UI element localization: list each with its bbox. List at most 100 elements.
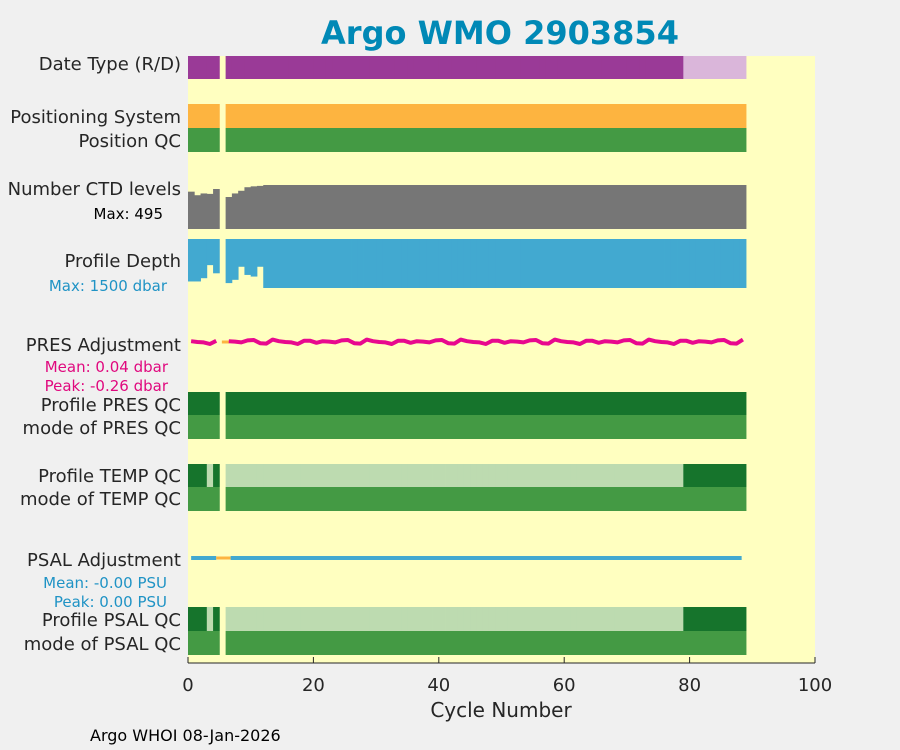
mode-pres-qc-bar	[300, 415, 308, 439]
profile-psal-qc-bar	[520, 607, 527, 631]
mode-psal-qc-bar	[570, 631, 578, 655]
profile-temp-qc-bar	[507, 464, 515, 487]
profile-depth-bar	[620, 239, 628, 288]
number-ctd-levels-bar	[238, 190, 245, 229]
profile-depth-bar	[689, 239, 697, 288]
profile-psal-qc-bar	[526, 607, 534, 631]
mode-psal-qc-bar	[476, 631, 484, 655]
profile-psal-qc-bar	[583, 607, 590, 631]
date-type-bar	[495, 56, 502, 79]
number-ctd-levels-bar	[407, 185, 415, 229]
mode-pres-qc-bar	[539, 415, 546, 439]
date-type-bar	[551, 56, 559, 79]
mode-pres-qc-bar	[557, 415, 565, 439]
profile-pres-qc-bar	[470, 392, 477, 415]
date-type-bar	[426, 56, 433, 79]
mode-psal-qc-bar	[300, 631, 308, 655]
mode-pres-qc-bar	[413, 415, 421, 439]
mode-pres-qc-bar	[545, 415, 553, 439]
mode-temp-qc-bar	[300, 487, 308, 511]
position-qc-bar	[313, 128, 321, 152]
mode-psal-qc-bar	[495, 631, 502, 655]
mode-temp-qc-bar	[294, 487, 302, 511]
profile-pres-qc-bar	[413, 392, 421, 415]
profile-depth-bar	[213, 239, 220, 274]
mode-psal-qc-bar	[457, 631, 465, 655]
mode-psal-qc-bar	[407, 631, 415, 655]
profile-pres-qc-bar	[394, 392, 402, 415]
profile-depth-bar	[727, 239, 734, 288]
positioning-system-bar	[213, 104, 220, 128]
mode-psal-qc-bar	[683, 631, 690, 655]
positioning-system-bar	[488, 104, 496, 128]
number-ctd-levels-bar	[702, 185, 709, 229]
mode-temp-qc-bar	[526, 487, 534, 511]
date-type-bar	[407, 56, 415, 79]
mode-psal-qc-bar	[589, 631, 596, 655]
mode-temp-qc-bar	[476, 487, 484, 511]
profile-depth-bar	[557, 239, 565, 288]
profile-temp-qc-bar	[589, 464, 596, 487]
profile-temp-qc-bar	[382, 464, 390, 487]
date-type-bar	[689, 56, 697, 79]
position-qc-bar	[256, 128, 264, 152]
mode-temp-qc-bar	[664, 487, 672, 511]
profile-psal-qc-bar	[639, 607, 647, 631]
mode-psal-qc-bar	[633, 631, 640, 655]
mode-temp-qc-bar	[545, 487, 553, 511]
date-type-bar	[213, 56, 220, 79]
mode-pres-qc-bar	[445, 415, 452, 439]
mode-pres-qc-bar	[457, 415, 465, 439]
mode-pres-qc-bar	[470, 415, 477, 439]
profile-temp-qc-label: Profile TEMP QC	[38, 466, 181, 487]
profile-temp-qc-bar	[557, 464, 565, 487]
profile-depth-bar	[476, 239, 484, 288]
mode-psal-qc-bar	[714, 631, 722, 655]
mode-pres-qc-bar	[658, 415, 665, 439]
profile-depth-bar	[470, 239, 477, 288]
position-qc-label: Position QC	[78, 131, 181, 152]
number-ctd-levels-bar	[451, 185, 459, 229]
profile-temp-qc-bar	[664, 464, 672, 487]
mode-pres-qc-bar	[401, 415, 408, 439]
number-ctd-levels-bar	[608, 185, 615, 229]
profile-depth-bar	[307, 239, 314, 288]
profile-temp-qc-bar	[608, 464, 615, 487]
profile-pres-qc-bar	[683, 392, 690, 415]
profile-temp-qc-bar	[357, 464, 364, 487]
mode-pres-qc-bar	[344, 415, 352, 439]
date-type-bar	[589, 56, 596, 79]
mode-temp-qc-bar	[557, 487, 565, 511]
profile-depth-bar	[539, 239, 546, 288]
number-ctd-levels-bar	[256, 185, 264, 229]
x-axis-label: Cycle Number	[430, 698, 572, 722]
mode-pres-qc-bar	[351, 415, 358, 439]
profile-temp-qc-bar	[689, 464, 697, 487]
profile-psal-qc-bar	[244, 607, 252, 631]
number-ctd-levels-bar	[664, 185, 672, 229]
number-ctd-levels-bar	[419, 185, 427, 229]
position-qc-bar	[213, 128, 220, 152]
number-ctd-levels-bar	[645, 185, 653, 229]
mode-psal-qc-bar	[539, 631, 546, 655]
profile-temp-qc-bar	[727, 464, 734, 487]
mode-pres-qc-bar	[570, 415, 578, 439]
profile-psal-qc-label: Profile PSAL QC	[42, 610, 181, 631]
mode-temp-qc-bar	[520, 487, 527, 511]
number-ctd-levels-bar	[294, 185, 302, 229]
mode-temp-qc-bar	[426, 487, 433, 511]
profile-depth-bar	[401, 239, 408, 288]
profile-depth-bar	[332, 239, 339, 288]
date-type-bar	[664, 56, 672, 79]
profile-depth-bar	[645, 239, 653, 288]
position-qc-bar	[601, 128, 609, 152]
mode-psal-qc-bar	[583, 631, 590, 655]
profile-psal-qc-bar	[714, 607, 722, 631]
profile-depth-bar	[206, 239, 214, 266]
mode-temp-qc-bar	[213, 487, 220, 511]
profile-temp-qc-bar	[332, 464, 339, 487]
profile-depth-bar	[520, 239, 527, 288]
plot-area	[188, 56, 815, 663]
position-qc-bar	[394, 128, 402, 152]
position-qc-bar	[520, 128, 527, 152]
